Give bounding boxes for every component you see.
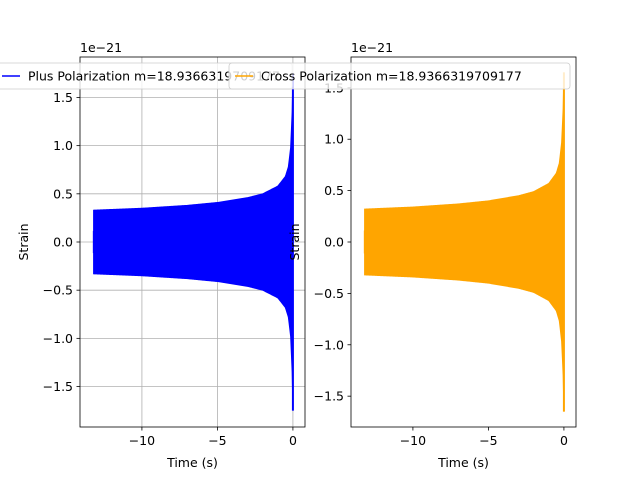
- y-tick-label: −0.5: [43, 283, 73, 298]
- y-tick-label: −1.0: [314, 337, 344, 352]
- legend-box: [228, 62, 571, 90]
- x-tick-label: −5: [479, 433, 497, 448]
- waveform-envelope: [93, 73, 294, 411]
- y-axis-label: Strain: [16, 223, 31, 260]
- y-offset-label: 1e−21: [351, 40, 393, 55]
- y-tick-label: 1.0: [53, 138, 73, 153]
- y-tick-label: 1.5: [53, 90, 73, 105]
- series-cross: [363, 72, 565, 412]
- legend-plus: Plus Polarization m=18.9366319709177: [0, 62, 293, 90]
- y-tick-label: 0.5: [53, 186, 73, 201]
- y-tick-label: −1.5: [314, 389, 344, 404]
- legend-label: Plus Polarization m=18.9366319709177: [28, 69, 280, 84]
- x-tick-label: −10: [129, 433, 155, 448]
- x-tick-label: −5: [208, 433, 226, 448]
- y-tick-label: −1.5: [43, 379, 73, 394]
- x-tick-label: −10: [400, 433, 426, 448]
- y-axis: −1.5 −1.0 −0.5 0.0 0.5 1.0 1.5 Strain 1e−21: [16, 40, 122, 394]
- legend-cross: Cross Polarization m=18.9366319709177: [228, 62, 571, 90]
- y-tick-label: −0.5: [314, 286, 344, 301]
- panel-plus: −10 −5 0 Time (s) −1.5 −1.0 −0.5 0.0 0.5 1.0 1.5 St…: [16, 40, 306, 470]
- x-axis: −10 −5 0 Time (s): [400, 427, 568, 470]
- y-axis-label: Strain: [287, 223, 302, 260]
- x-tick-label: 0: [289, 433, 297, 448]
- y-offset-label: 1e−21: [80, 40, 122, 55]
- panels: −10 −5 0 Time (s) −1.5 −1.0 −0.5 0.0 0.5 1.0 1.5 St…: [0, 40, 577, 470]
- legend-label: Cross Polarization m=18.9366319709177: [261, 69, 522, 84]
- x-axis: −10 −5 0 Time (s): [129, 427, 297, 470]
- y-tick-label: −1.0: [43, 331, 73, 346]
- x-tick-label: 0: [560, 433, 568, 448]
- y-tick-label: 0.0: [324, 235, 344, 250]
- y-tick-label: 0.5: [324, 183, 344, 198]
- x-axis-label: Time (s): [166, 455, 218, 470]
- y-tick-label: 0.0: [53, 235, 73, 250]
- series-plus: [92, 73, 294, 411]
- y-tick-label: 1.0: [324, 132, 344, 147]
- x-axis-label: Time (s): [437, 455, 489, 470]
